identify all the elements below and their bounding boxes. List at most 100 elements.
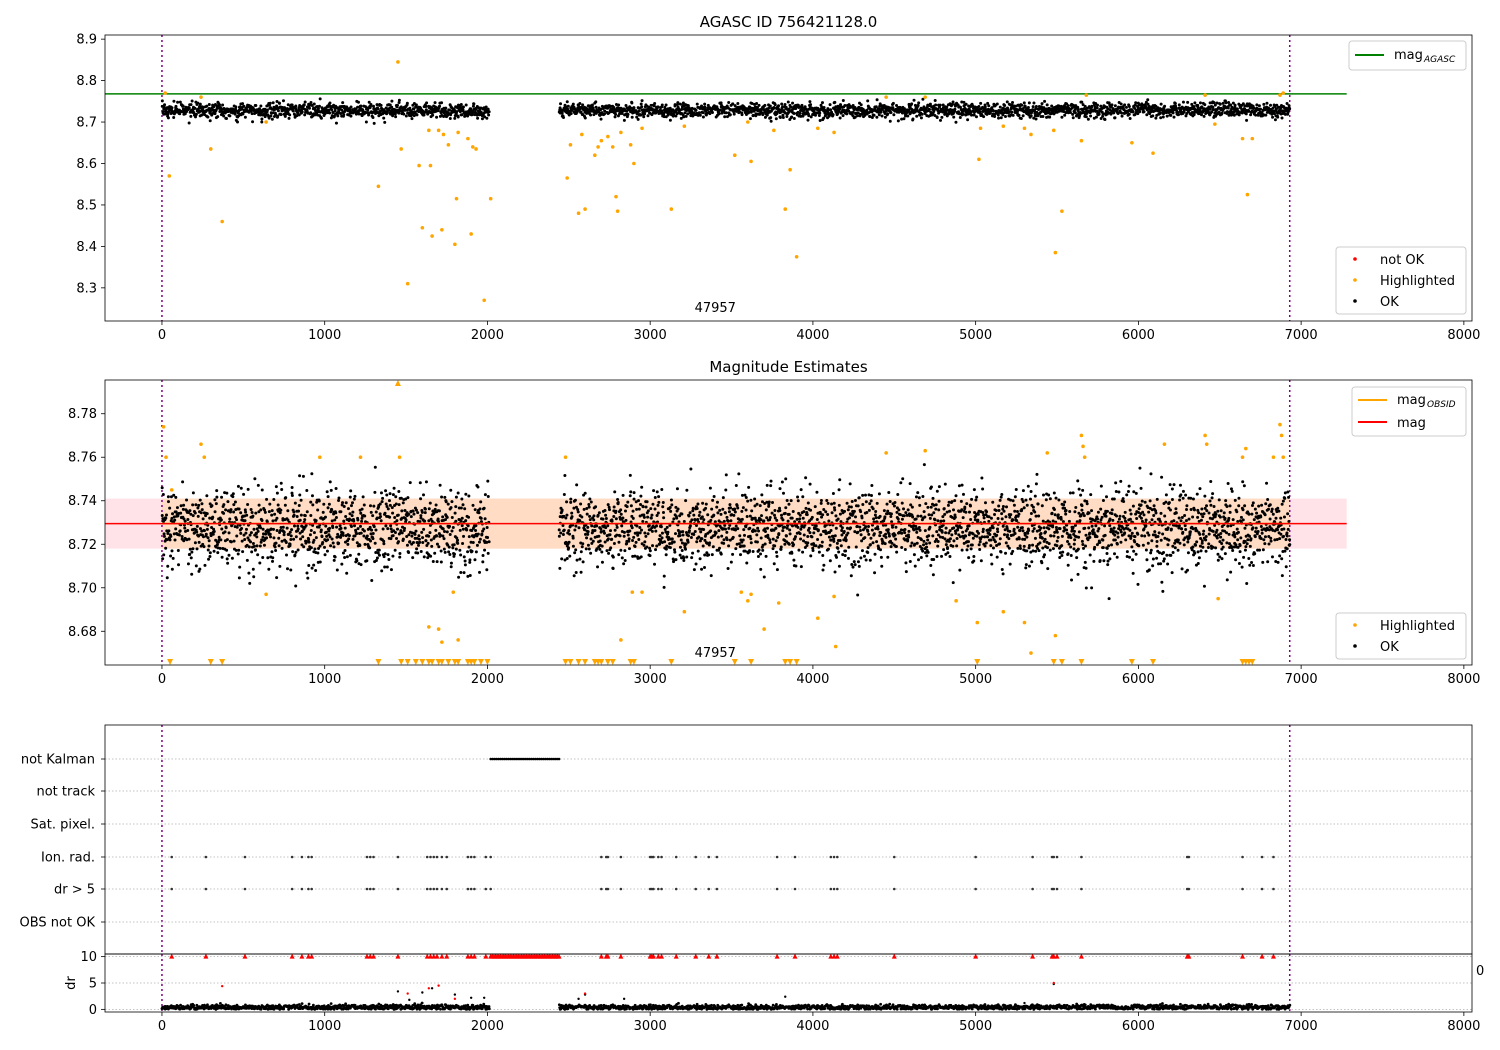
ok-point	[1120, 111, 1124, 115]
ok-point	[604, 517, 608, 521]
ok-point	[571, 102, 575, 106]
ok-point	[284, 112, 288, 116]
highlighted-point	[1079, 138, 1084, 143]
ok-point	[345, 555, 349, 559]
ok-point	[407, 512, 411, 516]
ok-point	[717, 529, 721, 533]
ok-point	[1027, 101, 1031, 105]
ok-point	[464, 519, 468, 523]
ok-point	[379, 103, 383, 107]
ok-point	[563, 473, 567, 477]
ok-point	[334, 516, 338, 520]
ok-point	[395, 536, 399, 540]
ok-point	[397, 101, 401, 105]
ok-point	[1145, 113, 1149, 117]
ok-point	[379, 515, 383, 519]
ok-point	[305, 489, 309, 493]
ok-point	[640, 99, 644, 103]
ok-point	[269, 535, 273, 539]
ok-point	[639, 102, 643, 106]
ok-point	[624, 103, 628, 107]
ok-point	[1089, 114, 1093, 118]
ok-point	[303, 514, 307, 518]
ok-point	[443, 529, 447, 533]
ok-point	[622, 530, 626, 534]
ok-point	[619, 508, 623, 512]
ok-point	[995, 102, 999, 106]
highlighted-point	[427, 128, 431, 133]
ok-point	[625, 505, 629, 509]
ok-point	[637, 499, 641, 503]
ok-point	[277, 101, 281, 105]
ok-point	[408, 481, 412, 485]
ok-point	[631, 509, 635, 513]
ok-point	[663, 107, 667, 111]
ok-point	[192, 111, 196, 115]
ok-point	[785, 115, 789, 119]
ok-point	[395, 103, 399, 107]
ok-point	[175, 506, 179, 510]
ok-point	[1083, 104, 1087, 108]
ok-point	[373, 490, 377, 494]
ok-point	[728, 113, 732, 117]
ok-point	[751, 549, 755, 553]
ok-point	[753, 497, 757, 501]
ok-point	[213, 112, 217, 116]
ok-point	[958, 105, 962, 109]
highlighted-point	[469, 232, 473, 236]
ok-point	[629, 504, 633, 508]
ok-point	[1131, 110, 1135, 114]
ok-point	[773, 103, 777, 107]
ok-point	[391, 493, 395, 497]
ok-point	[781, 105, 785, 109]
ok-point	[803, 105, 807, 109]
ok-point	[454, 519, 458, 523]
ok-point	[729, 519, 733, 523]
ok-point	[686, 104, 690, 108]
ok-point	[303, 100, 307, 104]
highlighted-point	[568, 143, 573, 147]
highlighted-point	[456, 130, 460, 135]
ok-point	[160, 99, 164, 103]
highlighted-point	[430, 234, 434, 238]
ok-point	[434, 105, 438, 109]
ok-point	[410, 117, 414, 121]
ok-point	[275, 100, 279, 104]
ok-point	[319, 116, 323, 120]
ok-point	[1003, 103, 1007, 107]
ok-point	[875, 98, 879, 102]
ok-point	[294, 584, 298, 588]
ok-point	[917, 101, 921, 105]
ok-point	[276, 114, 280, 118]
ok-point	[736, 527, 740, 531]
ok-point	[433, 551, 437, 555]
ok-point	[197, 540, 201, 544]
highlighted-point	[832, 130, 836, 135]
ok-point	[268, 101, 272, 105]
ok-point	[225, 548, 229, 552]
ok-point	[247, 545, 251, 549]
ok-point	[423, 507, 427, 511]
highlighted-point	[399, 147, 403, 151]
ok-point	[654, 529, 658, 533]
highlighted-point	[1250, 136, 1255, 141]
ok-point	[240, 539, 244, 543]
ok-point	[627, 547, 631, 551]
ok-point	[727, 544, 731, 548]
ok-point	[258, 544, 262, 548]
ok-point	[690, 556, 694, 560]
highlighted-point	[628, 143, 633, 147]
ok-point	[763, 115, 767, 119]
ok-point	[1032, 116, 1036, 120]
ok-point	[971, 104, 975, 108]
ok-point	[216, 551, 220, 555]
ok-point	[661, 505, 665, 509]
ok-point	[310, 494, 314, 498]
ok-point	[1032, 101, 1036, 105]
ok-point	[162, 553, 166, 557]
ok-point	[194, 115, 198, 119]
ok-point	[286, 509, 290, 513]
ok-point	[237, 576, 241, 580]
ok-point	[270, 550, 274, 554]
ok-point	[1086, 117, 1090, 121]
